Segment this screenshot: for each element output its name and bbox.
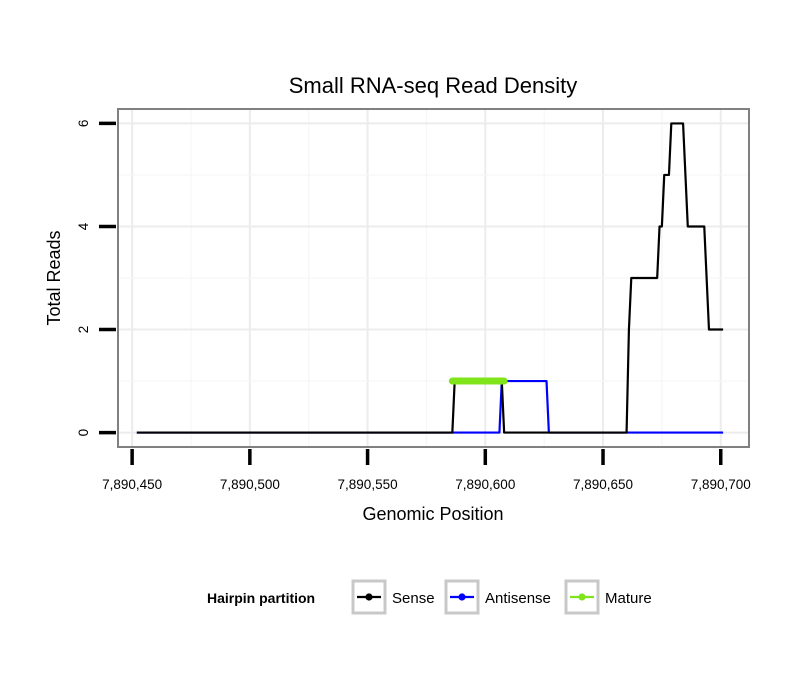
x-tick-label: 7,890,500	[220, 477, 280, 492]
legend: Hairpin partition Sense Antisense Mature	[207, 579, 652, 615]
legend-item-sense: Sense	[351, 579, 435, 615]
y-tick-label: 2	[76, 326, 91, 334]
legend-title: Hairpin partition	[207, 590, 315, 606]
legend-key-dot	[458, 593, 466, 601]
legend-item-mature: Mature	[564, 579, 652, 615]
legend-item-antisense: Antisense	[444, 579, 551, 615]
y-axis-label: Total Reads	[44, 230, 64, 325]
x-tick-label: 7,890,650	[573, 477, 633, 492]
series-layer	[136, 122, 724, 434]
legend-key-dot	[578, 593, 586, 601]
x-axis-label: Genomic Position	[362, 504, 503, 524]
x-tick-label: 7,890,450	[102, 477, 162, 492]
x-axis: 7,890,450 7,890,500 7,890,550 7,890,600 7,89…	[102, 449, 751, 492]
series-line-sense	[136, 122, 724, 434]
y-tick-label: 4	[76, 222, 91, 230]
y-axis: 0 2 4 6	[76, 120, 116, 437]
plot-border	[117, 108, 750, 448]
x-tick-label: 7,890,600	[455, 477, 515, 492]
y-tick-label: 0	[76, 429, 91, 437]
chart-title: Small RNA-seq Read Density	[289, 73, 578, 98]
x-tick-label: 7,890,550	[338, 477, 398, 492]
x-tick-label: 7,890,700	[691, 477, 751, 492]
legend-label: Antisense	[485, 590, 551, 607]
legend-key-dot	[365, 593, 373, 601]
legend-label: Sense	[392, 590, 435, 607]
legend-label: Mature	[605, 590, 652, 607]
y-tick-label: 6	[76, 120, 91, 128]
series-line-antisense	[136, 379, 724, 434]
